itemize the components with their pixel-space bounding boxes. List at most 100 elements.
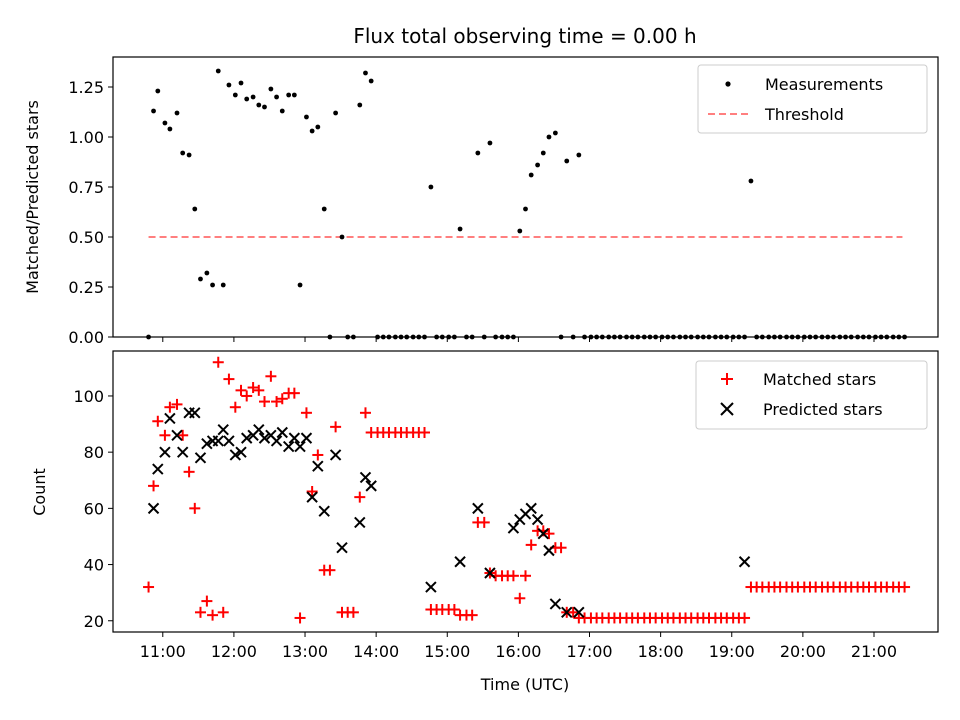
predicted-star-point xyxy=(318,505,330,517)
measurement-point xyxy=(736,334,742,340)
measurement-point xyxy=(570,334,576,340)
bottom-y-axis-label: Count xyxy=(30,468,49,516)
measurement-point xyxy=(220,282,226,288)
matched-star-point xyxy=(567,606,579,618)
matched-star-point xyxy=(543,528,555,540)
measurement-point xyxy=(256,102,262,108)
matched-star-point xyxy=(276,393,288,405)
measurement-point xyxy=(588,334,594,340)
matched-star-point xyxy=(555,542,567,554)
x-tick-label: 11:00 xyxy=(140,642,186,661)
bottom-x-ticks: 11:00 12:00 13:00 14:00 15:00 16:00 17:00 18:00… xyxy=(140,632,897,661)
measurement-point xyxy=(174,110,180,116)
predicted-star-point xyxy=(365,480,377,492)
measurement-point xyxy=(380,334,386,340)
predicted-star-point xyxy=(253,423,265,436)
measurement-point xyxy=(475,150,481,156)
measurement-point xyxy=(262,104,267,110)
measurement-point xyxy=(748,178,754,184)
measurement-point xyxy=(576,152,582,158)
measurement-point xyxy=(706,334,712,340)
predicted-star-point xyxy=(217,423,229,436)
bottom-y-tick-label: 20 xyxy=(84,612,104,631)
predicted-star-point xyxy=(507,522,520,534)
measurement-point xyxy=(204,270,210,276)
measurement-point xyxy=(297,282,303,288)
x-tick-label: 16:00 xyxy=(495,642,541,661)
measurement-point xyxy=(594,334,600,340)
measurement-point xyxy=(210,282,215,288)
matched-star-point xyxy=(183,466,195,478)
predicted-star-point xyxy=(525,502,537,515)
measurement-point xyxy=(469,334,475,340)
measurement-point xyxy=(404,334,410,340)
predicted-star-point xyxy=(240,432,253,444)
measurement-point xyxy=(146,334,151,340)
x-tick-label: 21:00 xyxy=(851,642,897,661)
legend-measurements-label: Measurements xyxy=(765,75,883,94)
measurement-point xyxy=(671,334,676,340)
measurement-point xyxy=(368,78,374,84)
measurement-point xyxy=(606,334,612,340)
matched-star-point xyxy=(448,604,460,616)
measurement-point xyxy=(517,228,523,234)
matched-star-point xyxy=(253,384,265,396)
legend-predicted-label: Predicted stars xyxy=(763,400,883,419)
measurement-point xyxy=(375,334,380,340)
x-tick-label: 14:00 xyxy=(353,642,399,661)
measurement-point xyxy=(878,334,884,340)
measurement-point xyxy=(677,334,683,340)
measurement-point xyxy=(416,334,422,340)
matched-star-point xyxy=(177,429,189,441)
bottom-y-tick-label: 100 xyxy=(73,387,104,406)
measurement-point xyxy=(309,128,315,134)
measurement-point xyxy=(890,334,896,340)
matched-star-point xyxy=(478,516,490,528)
measurement-point xyxy=(279,108,285,114)
measurement-point xyxy=(350,334,356,340)
predicted-star-point xyxy=(454,556,466,568)
measurement-point xyxy=(155,88,161,94)
measurement-point xyxy=(718,334,724,340)
measurement-point xyxy=(238,80,244,86)
matched-star-point xyxy=(507,570,519,582)
measurement-point xyxy=(724,334,730,340)
measurement-point xyxy=(487,140,493,146)
measurement-point xyxy=(801,334,807,340)
x-tick-label: 13:00 xyxy=(282,642,328,661)
measurement-point xyxy=(831,334,836,340)
matched-star-point xyxy=(143,581,155,593)
measurement-point xyxy=(274,94,279,100)
measurement-point xyxy=(712,334,718,340)
matched-star-point xyxy=(152,415,164,427)
predicted-star-point xyxy=(159,446,171,458)
bottom-y-tick-label: 40 xyxy=(84,556,104,575)
legend-matched-label: Matched stars xyxy=(763,370,876,389)
measurement-point xyxy=(860,334,866,340)
measurement-point xyxy=(198,276,203,282)
measurement-point xyxy=(884,334,890,340)
predicted-star-point xyxy=(537,527,549,540)
matched-star-point xyxy=(212,356,224,368)
matched-star-point xyxy=(899,581,911,593)
measurement-point xyxy=(772,334,777,340)
matched-star-point xyxy=(419,426,431,438)
chart-title: Flux total observing time = 0.00 h xyxy=(353,24,696,48)
x-tick-label: 18:00 xyxy=(638,642,684,661)
measurement-point xyxy=(363,70,368,76)
measurement-point xyxy=(612,334,617,340)
bottom-y-tick-label: 60 xyxy=(84,499,104,518)
measurement-point xyxy=(665,334,671,340)
predicted-star-point xyxy=(147,502,160,515)
predicted-star-point xyxy=(212,435,224,447)
predicted-star-point xyxy=(354,516,366,529)
predicted-star-point xyxy=(171,429,183,442)
measurement-point xyxy=(688,334,694,340)
matched-star-point xyxy=(164,401,176,413)
predicted-star-point xyxy=(531,513,544,526)
predicted-star-point xyxy=(561,606,573,619)
measurement-point xyxy=(321,206,327,212)
matched-legend-marker xyxy=(721,373,733,385)
measurement-point xyxy=(599,334,605,340)
predicted-star-point xyxy=(738,556,751,568)
